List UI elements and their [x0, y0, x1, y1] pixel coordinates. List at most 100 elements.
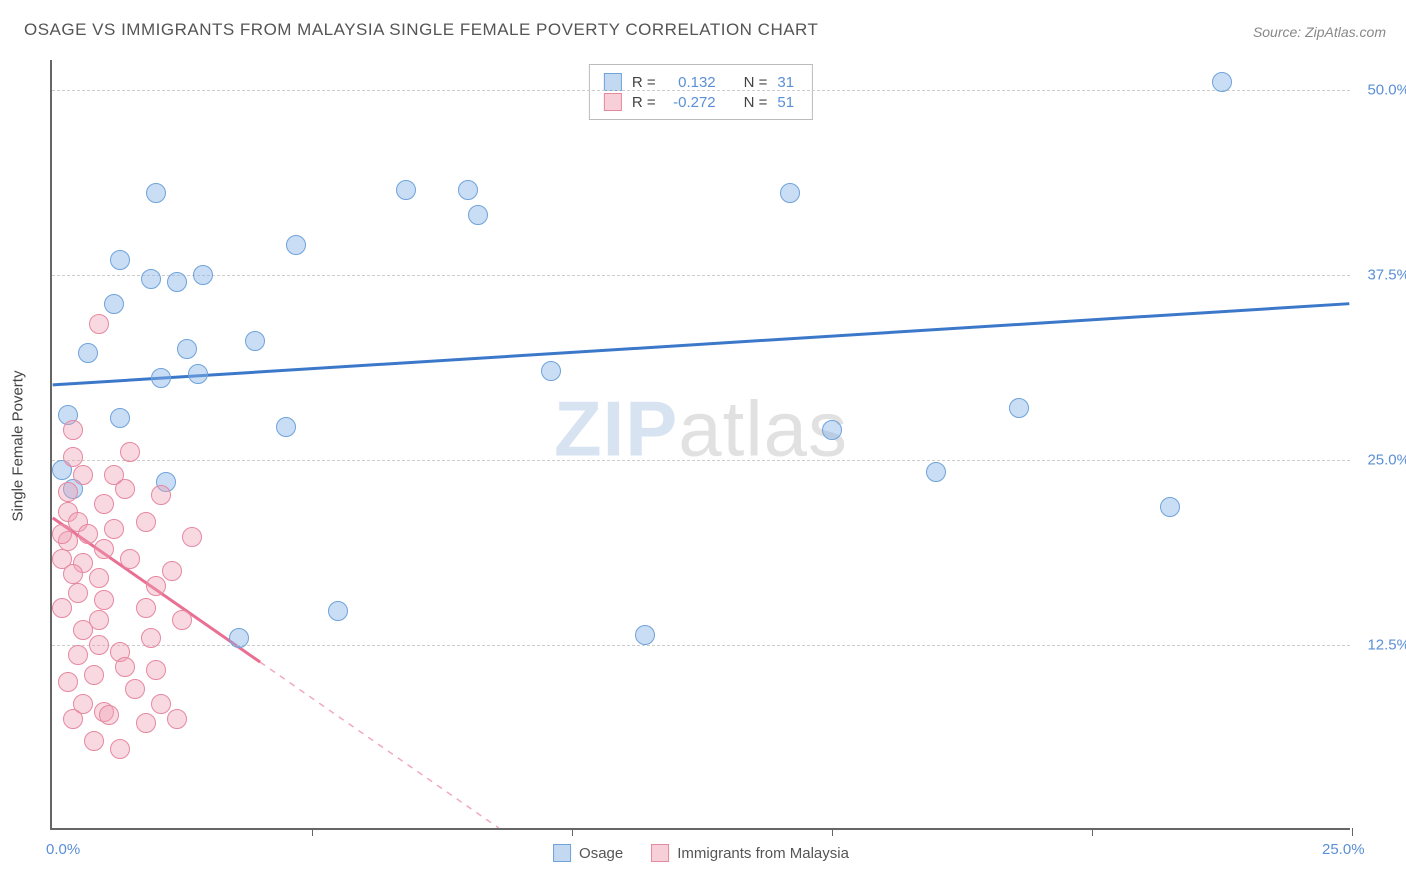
- data-point: [541, 361, 561, 381]
- data-point: [125, 679, 145, 699]
- data-point: [89, 568, 109, 588]
- gridline-h: [52, 90, 1350, 91]
- data-point: [73, 465, 93, 485]
- data-point: [468, 205, 488, 225]
- data-point: [245, 331, 265, 351]
- data-point: [167, 709, 187, 729]
- n-label: N =: [744, 94, 768, 111]
- data-point: [94, 590, 114, 610]
- gridline-h: [52, 645, 1350, 646]
- data-point: [94, 539, 114, 559]
- data-point: [63, 420, 83, 440]
- data-point: [780, 183, 800, 203]
- data-point: [104, 465, 124, 485]
- n-label: N =: [744, 74, 768, 91]
- data-point: [136, 598, 156, 618]
- gridline-h: [52, 460, 1350, 461]
- x-tick: [312, 828, 313, 836]
- source-label: Source: ZipAtlas.com: [1253, 24, 1386, 40]
- y-tick-label: 25.0%: [1367, 451, 1406, 468]
- data-point: [822, 420, 842, 440]
- data-point: [146, 576, 166, 596]
- x-tick-label: 0.0%: [46, 841, 80, 858]
- data-point: [89, 610, 109, 630]
- data-point: [167, 272, 187, 292]
- x-tick: [1352, 828, 1353, 836]
- data-point: [193, 265, 213, 285]
- data-point: [115, 657, 135, 677]
- data-point: [68, 645, 88, 665]
- data-point: [151, 694, 171, 714]
- data-point: [104, 519, 124, 539]
- legend-swatch-blue: [553, 844, 571, 862]
- data-point: [110, 250, 130, 270]
- data-point: [162, 561, 182, 581]
- x-tick: [1092, 828, 1093, 836]
- r-value: -0.272: [666, 94, 716, 111]
- legend-stats-row: R = -0.272 N = 51: [604, 93, 794, 111]
- data-point: [73, 694, 93, 714]
- data-point: [104, 294, 124, 314]
- y-tick-label: 12.5%: [1367, 636, 1406, 653]
- data-point: [84, 665, 104, 685]
- data-point: [328, 601, 348, 621]
- data-point: [52, 598, 72, 618]
- data-point: [68, 583, 88, 603]
- data-point: [78, 343, 98, 363]
- data-point: [286, 235, 306, 255]
- data-point: [63, 447, 83, 467]
- data-point: [1160, 497, 1180, 517]
- data-point: [58, 482, 78, 502]
- data-point: [78, 524, 98, 544]
- y-axis-label: Single Female Poverty: [10, 371, 27, 522]
- data-point: [458, 180, 478, 200]
- data-point: [151, 485, 171, 505]
- data-point: [110, 408, 130, 428]
- data-point: [146, 660, 166, 680]
- data-point: [141, 628, 161, 648]
- data-point: [99, 705, 119, 725]
- legend-stats-row: R = 0.132 N = 31: [604, 73, 794, 91]
- data-point: [141, 269, 161, 289]
- data-point: [136, 713, 156, 733]
- data-point: [146, 183, 166, 203]
- x-tick: [572, 828, 573, 836]
- data-point: [89, 635, 109, 655]
- x-tick: [832, 828, 833, 836]
- n-value: 51: [777, 94, 794, 111]
- gridline-h: [52, 275, 1350, 276]
- legend-item-osage: Osage: [553, 844, 623, 862]
- data-point: [52, 524, 72, 544]
- data-point: [94, 494, 114, 514]
- data-point: [177, 339, 197, 359]
- y-tick-label: 50.0%: [1367, 81, 1406, 98]
- data-point: [63, 564, 83, 584]
- chart-container: OSAGE VS IMMIGRANTS FROM MALAYSIA SINGLE…: [0, 0, 1406, 892]
- data-point: [1009, 398, 1029, 418]
- r-label: R =: [632, 74, 656, 91]
- data-point: [635, 625, 655, 645]
- legend-stats: R = 0.132 N = 31 R = -0.272 N = 51: [589, 64, 813, 120]
- r-label: R =: [632, 94, 656, 111]
- legend-item-malaysia: Immigrants from Malaysia: [651, 844, 849, 862]
- chart-title: OSAGE VS IMMIGRANTS FROM MALAYSIA SINGLE…: [24, 20, 818, 40]
- r-value: 0.132: [666, 74, 716, 91]
- data-point: [120, 442, 140, 462]
- data-point: [136, 512, 156, 532]
- trend-line-dashed: [260, 662, 499, 828]
- n-value: 31: [777, 74, 794, 91]
- plot-area: ZIPatlas R = 0.132 N = 31 R = -0.272 N =…: [50, 60, 1350, 830]
- data-point: [182, 527, 202, 547]
- data-point: [229, 628, 249, 648]
- data-point: [89, 314, 109, 334]
- data-point: [58, 672, 78, 692]
- legend-label: Osage: [579, 845, 623, 862]
- trend-lines: [52, 60, 1350, 828]
- data-point: [172, 610, 192, 630]
- data-point: [110, 739, 130, 759]
- legend-label: Immigrants from Malaysia: [677, 845, 849, 862]
- data-point: [120, 549, 140, 569]
- data-point: [1212, 72, 1232, 92]
- data-point: [188, 364, 208, 384]
- legend-swatch-blue: [604, 73, 622, 91]
